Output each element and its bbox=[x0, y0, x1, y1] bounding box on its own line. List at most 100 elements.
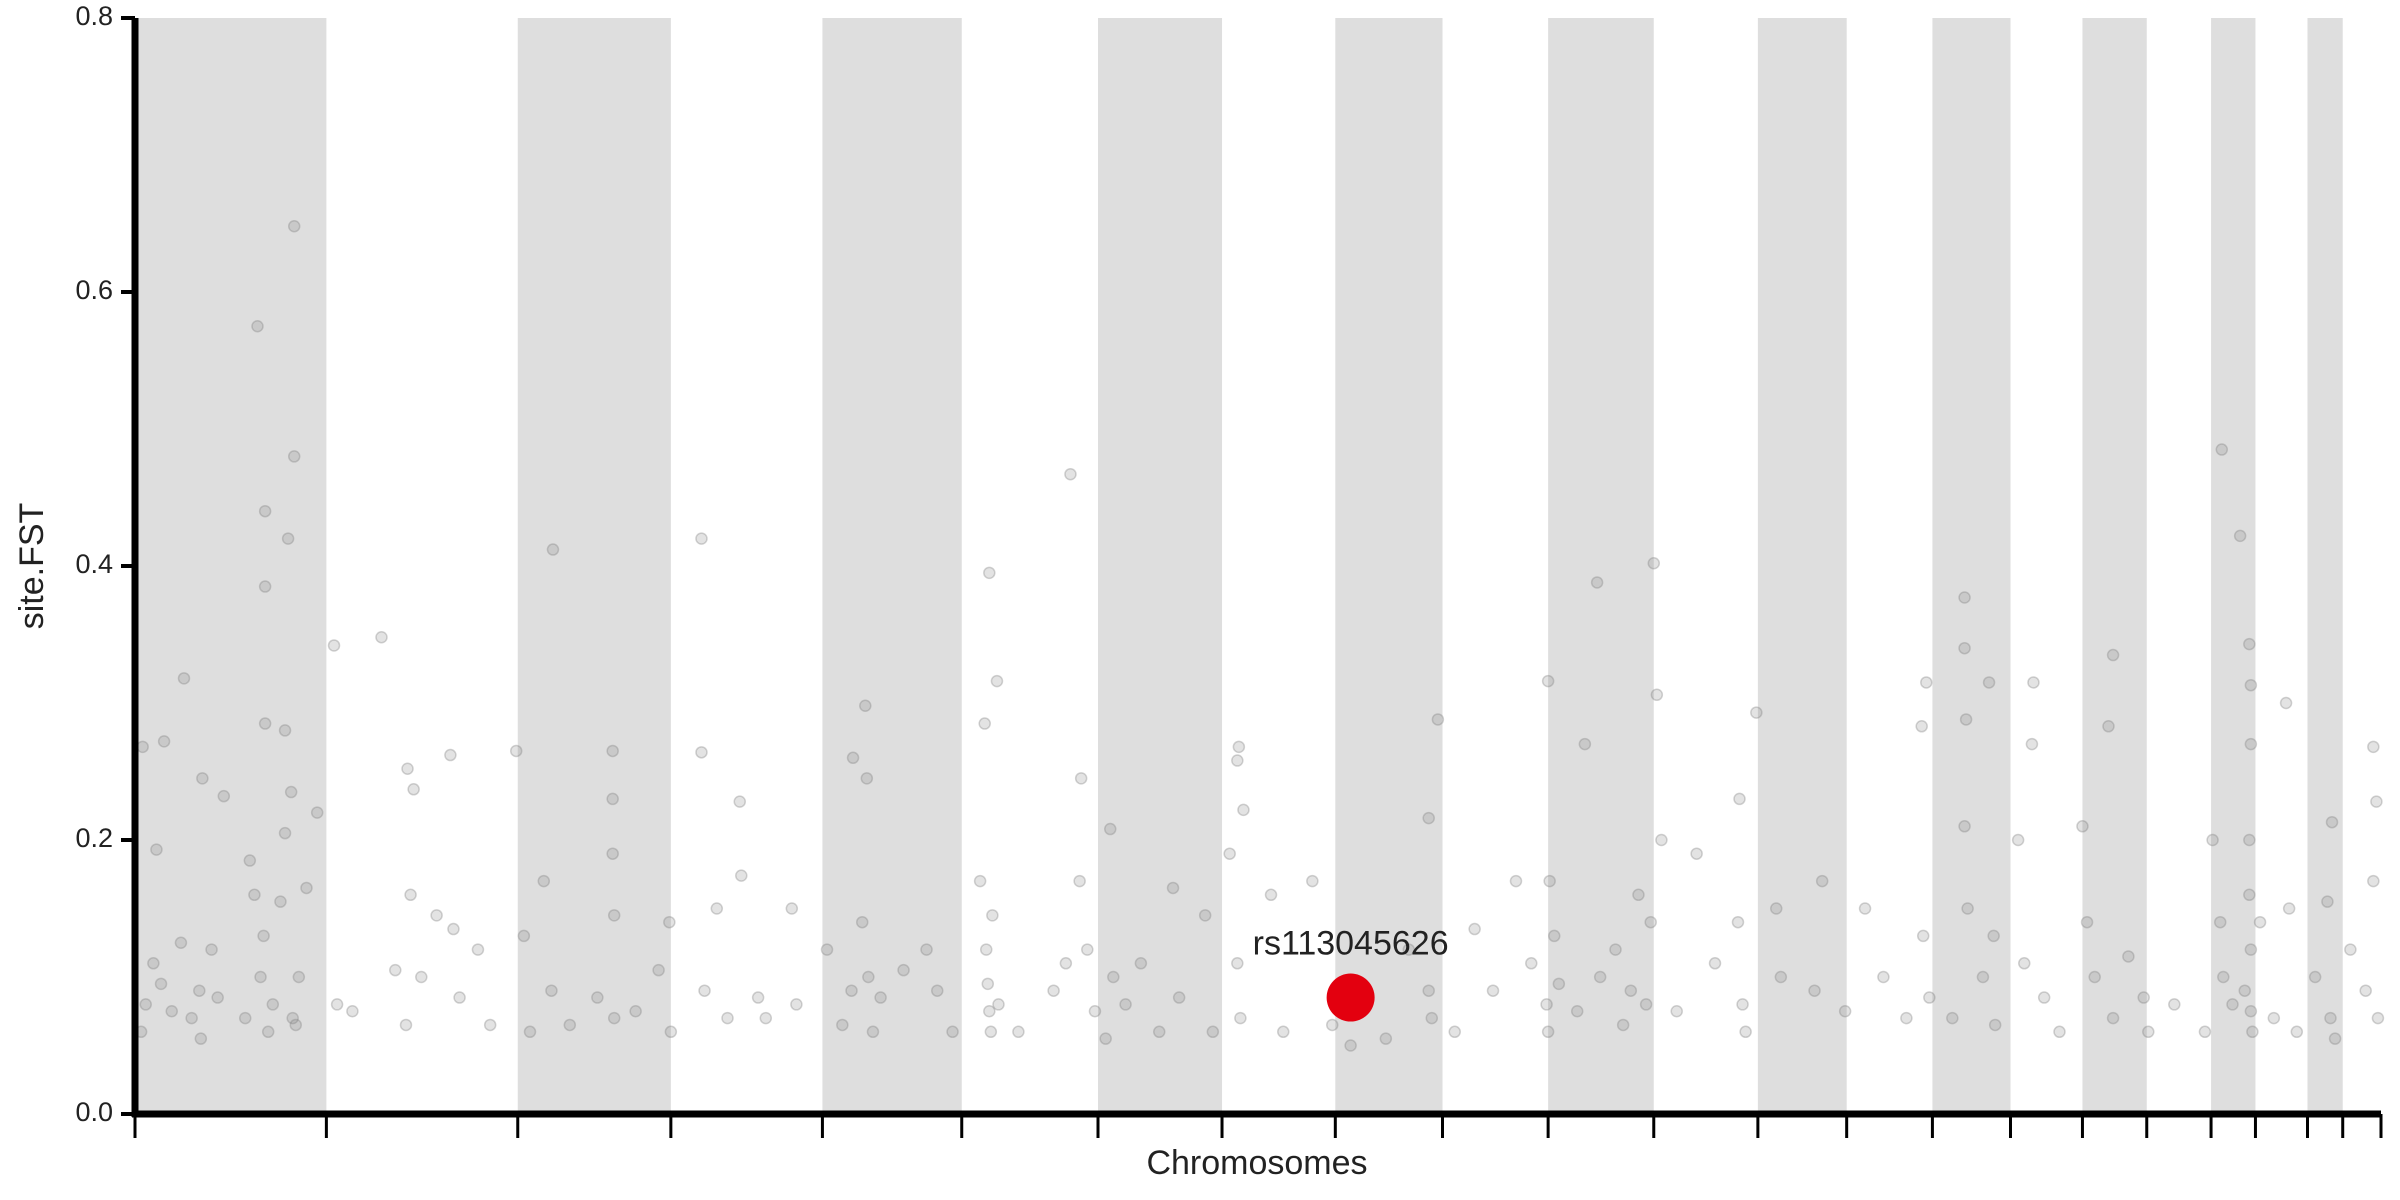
snp-point bbox=[1552, 977, 1566, 991]
snp-point bbox=[1593, 970, 1607, 984]
snp-point bbox=[1632, 888, 1645, 902]
snp-point bbox=[545, 984, 558, 997]
snp-point bbox=[710, 902, 724, 915]
snp-point bbox=[1012, 1025, 1025, 1039]
snp-point bbox=[310, 806, 324, 819]
snp-point bbox=[404, 888, 417, 902]
snp-point bbox=[1708, 957, 1722, 970]
snp-point bbox=[1590, 576, 1604, 589]
snp-point bbox=[2025, 737, 2039, 751]
snp-point bbox=[695, 746, 708, 759]
snp-point bbox=[1541, 674, 1555, 688]
snp-point bbox=[1959, 713, 1973, 726]
snp-point bbox=[2106, 648, 2120, 662]
snp-point bbox=[1616, 1018, 1630, 1032]
snp-point bbox=[1264, 888, 1278, 902]
chromosome-band bbox=[135, 18, 327, 1114]
snp-point bbox=[2328, 1032, 2342, 1045]
snp-point bbox=[1402, 943, 1416, 956]
snp-point bbox=[546, 543, 560, 556]
y-tick-label: 0.2 bbox=[75, 823, 113, 853]
snp-point bbox=[287, 219, 301, 233]
snp-point bbox=[2371, 1011, 2385, 1025]
snp-point bbox=[300, 881, 313, 895]
snp-point bbox=[1988, 1018, 2002, 1032]
snp-point bbox=[430, 909, 443, 922]
snp-point bbox=[2233, 529, 2247, 543]
snp-point bbox=[820, 943, 834, 956]
snp-point bbox=[1073, 874, 1086, 888]
snp-point bbox=[1107, 970, 1120, 984]
snp-point bbox=[973, 874, 987, 888]
snp-point bbox=[415, 970, 428, 984]
snp-point bbox=[785, 902, 799, 915]
snp-point bbox=[248, 888, 261, 902]
snp-point bbox=[2206, 833, 2219, 847]
snp-point bbox=[1858, 902, 1872, 915]
snp-point bbox=[157, 735, 171, 748]
snp-point bbox=[2198, 1025, 2212, 1039]
snp-point bbox=[2088, 970, 2101, 984]
chromosome-band bbox=[517, 18, 671, 1114]
snp-point bbox=[238, 1011, 252, 1025]
snp-point bbox=[855, 915, 869, 929]
snp-point bbox=[278, 724, 292, 737]
snp-point bbox=[444, 748, 457, 762]
snp-point bbox=[946, 1025, 959, 1039]
snp-point bbox=[2080, 915, 2094, 929]
snp-point bbox=[1172, 991, 1186, 1004]
snp-point bbox=[193, 984, 206, 997]
snp-point bbox=[407, 783, 420, 796]
snp-point bbox=[2102, 720, 2115, 733]
snp-point bbox=[607, 1011, 621, 1025]
snp-point bbox=[1915, 720, 1928, 733]
snp-point bbox=[866, 1025, 880, 1039]
snp-point bbox=[258, 580, 272, 593]
snp-point bbox=[1982, 676, 1996, 689]
snp-point bbox=[2168, 998, 2181, 1011]
snp-point bbox=[346, 1005, 359, 1018]
snp-point bbox=[1920, 676, 1933, 689]
snp-point bbox=[1047, 984, 1060, 997]
snp-point bbox=[389, 963, 402, 977]
snp-point bbox=[629, 1005, 642, 1018]
snp-point bbox=[483, 1018, 497, 1032]
snp-point bbox=[1690, 847, 1703, 860]
snp-point bbox=[845, 984, 858, 997]
snp-point bbox=[751, 991, 765, 1004]
snp-point bbox=[1769, 902, 1783, 915]
snp-point bbox=[1234, 1011, 1247, 1025]
snp-point bbox=[251, 320, 264, 333]
snp-point bbox=[2142, 1025, 2155, 1039]
snp-point bbox=[992, 998, 1005, 1011]
chromosome-band bbox=[1098, 18, 1223, 1114]
snp-point bbox=[139, 998, 152, 1011]
snp-point bbox=[2325, 815, 2339, 829]
snp-point bbox=[1431, 713, 1445, 726]
snp-point bbox=[258, 504, 272, 518]
snp-point bbox=[2290, 1025, 2304, 1039]
snp-point bbox=[1815, 874, 1829, 888]
snp-point bbox=[986, 909, 999, 922]
snp-point bbox=[1946, 1011, 1959, 1025]
snp-point bbox=[1074, 772, 1088, 785]
snp-point bbox=[2076, 820, 2089, 833]
snp-point bbox=[2137, 991, 2150, 1004]
snp-point bbox=[1987, 929, 2000, 943]
snp-point bbox=[154, 977, 168, 991]
y-tick-label: 0.8 bbox=[75, 1, 113, 31]
snp-point bbox=[2370, 795, 2383, 808]
snp-point bbox=[330, 998, 344, 1011]
snp-point bbox=[2359, 984, 2372, 997]
snp-point bbox=[1422, 811, 1435, 825]
snp-point bbox=[1064, 467, 1077, 481]
snp-point bbox=[1223, 847, 1236, 860]
snp-point bbox=[1647, 557, 1661, 570]
highlight-label: rs113045626 bbox=[1253, 925, 1449, 963]
snp-point bbox=[217, 789, 231, 803]
x-axis-label: Chromosomes bbox=[1146, 1144, 1367, 1182]
snp-point bbox=[1206, 1025, 1220, 1039]
snp-point bbox=[1088, 1005, 1102, 1018]
snp-point bbox=[211, 991, 224, 1004]
